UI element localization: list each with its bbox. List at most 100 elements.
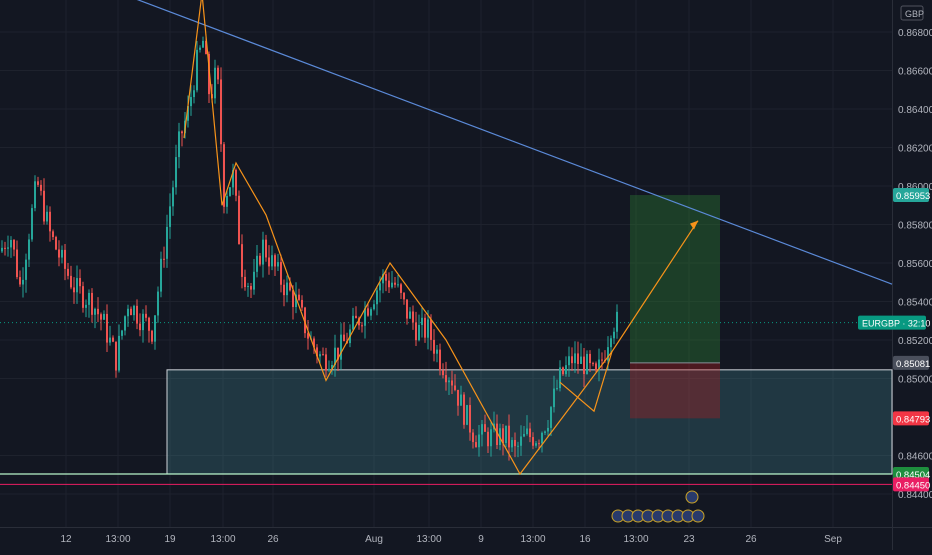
candle-body	[34, 181, 36, 209]
x-tick-label: Aug	[365, 534, 383, 545]
x-tick-label: 19	[164, 534, 176, 545]
candle-body	[316, 347, 318, 357]
candle-body	[283, 284, 285, 296]
x-tick-label: 13:00	[520, 534, 545, 545]
candle-body	[271, 255, 273, 267]
candle-body	[88, 292, 90, 305]
candle-body	[334, 347, 336, 365]
candle-body	[439, 349, 441, 371]
current-price-symbol: EURGBP · 32:10	[862, 319, 930, 329]
candle-body	[175, 157, 177, 188]
candle-body	[502, 428, 504, 443]
price-labels: 0.85953 EURGBP · 32:10 0.85081 0.84793 0.845…	[858, 188, 930, 492]
candle-body	[1, 247, 3, 252]
candle-body	[454, 385, 456, 390]
position-loss-zone	[630, 362, 720, 419]
candle-body	[91, 292, 93, 315]
x-tick-label: 9	[478, 534, 484, 545]
candle-body	[169, 206, 171, 227]
candle-body	[262, 239, 264, 265]
candle-body	[58, 249, 60, 258]
candle-body	[520, 436, 522, 446]
projection-arrowhead	[690, 220, 698, 230]
candle-body	[436, 349, 438, 354]
candle-body	[448, 380, 450, 383]
candle-body	[178, 131, 180, 158]
candle-body	[37, 181, 39, 185]
candle-body	[142, 313, 144, 331]
candle-body	[391, 282, 393, 288]
x-tick-label: 12	[60, 534, 72, 545]
currency-badge	[900, 5, 924, 21]
candle-body	[190, 97, 192, 107]
candle-body	[13, 239, 15, 250]
candle-body	[181, 131, 183, 134]
candle-body	[616, 311, 618, 332]
candle-body	[61, 249, 63, 258]
candle-body	[598, 359, 600, 371]
candle-body	[127, 308, 129, 317]
candle-body	[265, 239, 267, 258]
candle-body	[256, 255, 258, 272]
candle-body	[328, 368, 330, 371]
candle-body	[28, 239, 30, 260]
candle-body	[508, 425, 510, 448]
candle-body	[367, 308, 369, 316]
candle-body	[505, 425, 507, 443]
candle-body	[394, 282, 396, 285]
candle-body	[25, 259, 27, 280]
price-tag-support-text: 0.84450	[896, 480, 930, 491]
candle-body	[97, 308, 99, 315]
candle-body	[157, 291, 159, 316]
candle-body	[259, 255, 261, 265]
candle-body	[115, 341, 117, 371]
candle-body	[244, 276, 246, 288]
candle-body	[226, 195, 228, 207]
candle-body	[4, 247, 6, 249]
candle-body	[292, 290, 294, 308]
candle-body	[205, 40, 207, 54]
zigzag-pattern	[183, 0, 613, 476]
candle-body	[148, 317, 150, 331]
x-tick-label: 16	[579, 534, 591, 545]
candle-body	[568, 356, 570, 366]
price-tag-zone-low-text: 0.84504	[896, 470, 930, 481]
candle-body	[583, 356, 585, 374]
price-axis: 0.86800 0.86600 0.86400 0.86200 0.86000 0.858…	[893, 0, 932, 527]
candle-body	[94, 308, 96, 315]
x-tick-label: 13:00	[416, 534, 441, 545]
candle-body	[424, 317, 426, 338]
candle-body	[238, 195, 240, 245]
candle-body	[298, 294, 300, 300]
candle-body	[496, 423, 498, 445]
y-tick-label: 0.84600	[898, 452, 932, 463]
candle-body	[208, 53, 210, 95]
candle-body	[457, 389, 459, 406]
candle-body	[364, 308, 366, 326]
candle-body	[73, 287, 75, 293]
candle-body	[313, 338, 315, 348]
candle-body	[388, 280, 390, 288]
candle-body	[577, 353, 579, 364]
candle-body	[445, 375, 447, 383]
candle-body	[607, 347, 609, 361]
candle-body	[229, 187, 231, 196]
candle-body	[412, 311, 414, 323]
candle-body	[343, 334, 345, 342]
candle-body	[232, 169, 234, 188]
candle-body	[535, 443, 537, 446]
candle-body	[427, 319, 429, 338]
candle-body	[187, 106, 189, 121]
price-tag-target-text: 0.85953	[896, 191, 930, 202]
candle-body	[274, 255, 276, 267]
candle-body	[136, 305, 138, 324]
candle-body	[67, 268, 69, 276]
candle-body	[409, 311, 411, 319]
candle-body	[547, 427, 549, 432]
x-tick-label: 26	[267, 534, 279, 545]
candle-body	[442, 370, 444, 376]
candle-body	[472, 432, 474, 443]
candle-body	[49, 211, 51, 232]
